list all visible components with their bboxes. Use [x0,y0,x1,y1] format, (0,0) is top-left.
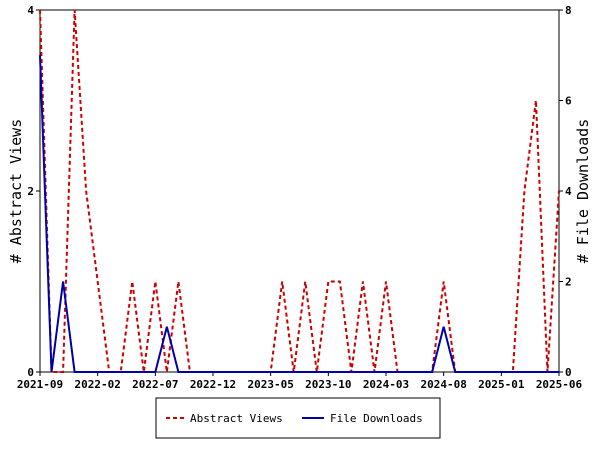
right-tick-label: 4 [565,185,572,198]
series-layer [39,9,560,373]
x-tick-label: 2022-07 [132,378,178,391]
plot-frame [39,9,560,373]
left-tick-label: 2 [27,185,34,198]
x-tick-label: 2025-06 [536,378,583,391]
left-y-axis: 0 2 4 [27,4,40,379]
x-tick-label: 2024-03 [363,378,409,391]
right-tick-label: 6 [565,95,572,108]
x-tick-label: 2023-10 [305,378,351,391]
series-line-file-downloads [39,55,559,373]
series-line-abstract-views [39,9,560,373]
left-tick-label: 0 [27,366,34,379]
left-tick-label: 4 [27,4,34,17]
legend: Abstract Views File Downloads [155,397,441,439]
x-tick-label: 2023-05 [247,378,293,391]
x-tick-label: 2024-08 [420,378,466,391]
x-tick-label: 2025-01 [478,378,525,391]
right-tick-label: 8 [565,4,572,17]
right-tick-label: 0 [565,366,572,379]
right-tick-label: 2 [565,276,572,289]
right-axis-title: # File Downloads [574,119,592,264]
x-tick-label: 2022-02 [74,378,120,391]
legend-label-abstract-views: Abstract Views [190,412,283,425]
left-axis-title: # Abstract Views [7,119,25,264]
x-axis: 2021-09 2022-02 2022-07 2022-12 2023-05 2023-… [17,372,583,391]
legend-box [155,397,441,439]
legend-label-file-downloads: File Downloads [330,412,423,425]
x-tick-label: 2022-12 [190,378,236,391]
x-tick-label: 2021-09 [17,378,63,391]
right-y-axis: 0 2 4 6 8 [559,4,572,379]
